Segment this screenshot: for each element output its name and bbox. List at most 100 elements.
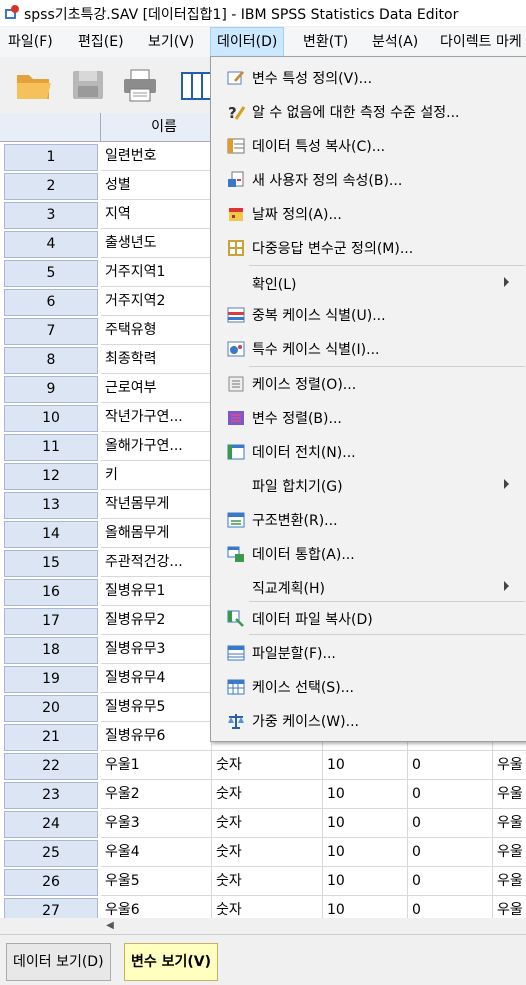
width-cell[interactable]: 10 xyxy=(323,867,408,896)
row-number[interactable]: 10 xyxy=(4,405,98,432)
row-number[interactable]: 3 xyxy=(4,202,98,229)
type-cell[interactable]: 숫자 xyxy=(212,751,323,780)
row-number[interactable]: 6 xyxy=(4,289,98,316)
label-cell[interactable]: 우울 xyxy=(493,867,526,896)
label-cell[interactable]: 우울 xyxy=(493,809,526,838)
row-number[interactable]: 2 xyxy=(4,173,98,200)
menu-item-define-multiple-response[interactable]: 다중응답 변수군 정의(M)... xyxy=(211,231,526,263)
menu-item-sort-cases[interactable]: 케이스 정렬(O)... xyxy=(211,367,526,399)
row-number[interactable]: 20 xyxy=(4,695,98,722)
name-cell[interactable]: 질병유무6 xyxy=(101,722,212,751)
row-number[interactable]: 16 xyxy=(4,579,98,606)
name-cell[interactable]: 질병유무1 xyxy=(101,577,212,606)
scroll-left-arrow-icon[interactable]: ◀ xyxy=(106,920,114,931)
label-cell[interactable]: 우울 xyxy=(493,838,526,867)
row-number[interactable]: 11 xyxy=(4,434,98,461)
name-cell[interactable]: 우울1 xyxy=(101,751,212,780)
menu-edit[interactable]: 편집(E) xyxy=(78,34,124,50)
name-cell[interactable]: 작년몸무게 xyxy=(101,490,212,519)
name-cell[interactable]: 거주지역2 xyxy=(101,287,212,316)
menu-item-define-variable-properties[interactable]: 변수 특성 정의(V)... xyxy=(211,61,526,93)
name-cell[interactable]: 근로여부 xyxy=(101,374,212,403)
menu-item-restructure[interactable]: 구조변환(R)... xyxy=(211,503,526,535)
tab-data-view[interactable]: 데이터 보기(D) xyxy=(6,943,111,981)
menu-item-split-file[interactable]: 파일분할(F)... xyxy=(211,636,526,668)
decimals-cell[interactable]: 0 xyxy=(408,751,493,780)
name-cell[interactable]: 작년가구연... xyxy=(101,403,212,432)
menu-analyze[interactable]: 분석(A) xyxy=(372,34,419,50)
menu-item-transpose[interactable]: 데이터 전치(N)... xyxy=(211,435,526,467)
menu-item-sort-variables[interactable]: 변수 정렬(B)... xyxy=(211,401,526,433)
open-folder-icon[interactable] xyxy=(14,65,54,105)
name-cell[interactable]: 질병유무4 xyxy=(101,664,212,693)
menu-item-copy-dataset[interactable]: 데이터 파일 복사(D) xyxy=(211,602,526,634)
menu-view[interactable]: 보기(V) xyxy=(148,34,195,50)
row-number[interactable]: 12 xyxy=(4,463,98,490)
row-number[interactable]: 24 xyxy=(4,811,98,838)
name-cell[interactable]: 우울5 xyxy=(101,867,212,896)
name-cell[interactable]: 일련번호 xyxy=(101,142,212,171)
row-number[interactable]: 22 xyxy=(4,753,98,780)
decimals-cell[interactable]: 0 xyxy=(408,896,493,918)
row-number[interactable]: 5 xyxy=(4,260,98,287)
row-number[interactable]: 17 xyxy=(4,608,98,635)
menu-item-new-custom-attribute[interactable]: 새 사용자 정의 속성(B)... xyxy=(211,163,526,195)
menu-item-aggregate[interactable]: 데이터 통합(A)... xyxy=(211,537,526,569)
name-cell[interactable]: 질병유무3 xyxy=(101,635,212,664)
decimals-cell[interactable]: 0 xyxy=(408,780,493,809)
name-cell[interactable]: 올해몸무게 xyxy=(101,519,212,548)
width-cell[interactable]: 10 xyxy=(323,780,408,809)
horizontal-scrollbar[interactable]: ◀ xyxy=(100,918,526,934)
row-number[interactable]: 4 xyxy=(4,231,98,258)
type-cell[interactable]: 숫자 xyxy=(212,896,323,918)
label-cell[interactable]: 우울 xyxy=(493,896,526,918)
name-cell[interactable]: 키 xyxy=(101,461,212,490)
row-number[interactable]: 27 xyxy=(4,898,98,918)
menu-item-set-measurement-level[interactable]: ? 알 수 없음에 대한 측정 수준 설정... xyxy=(228,104,460,121)
name-cell[interactable]: 올해가구연... xyxy=(101,432,212,461)
name-cell[interactable]: 주택유형 xyxy=(101,316,212,345)
name-cell[interactable]: 우울2 xyxy=(101,780,212,809)
width-cell[interactable]: 10 xyxy=(323,838,408,867)
menu-transform[interactable]: 변환(T) xyxy=(303,34,349,50)
row-number[interactable]: 23 xyxy=(4,782,98,809)
type-cell[interactable]: 숫자 xyxy=(212,780,323,809)
row-number[interactable]: 15 xyxy=(4,550,98,577)
label-cell[interactable] xyxy=(493,722,526,751)
name-cell[interactable]: 우울3 xyxy=(101,809,212,838)
width-cell[interactable]: 10 xyxy=(323,809,408,838)
label-cell[interactable]: 우울 xyxy=(493,751,526,780)
menu-file[interactable]: 파일(F) xyxy=(8,34,53,50)
name-cell[interactable]: 주관적건강... xyxy=(101,548,212,577)
menu-item-identify-unusual-cases[interactable]: 특수 케이스 식별(I)... xyxy=(211,332,526,364)
menu-item-identify-duplicate-cases[interactable]: 중복 케이스 식별(U)... xyxy=(211,298,526,330)
menu-item-copy-data-properties[interactable]: 데이터 특성 복사(C)... xyxy=(211,129,526,161)
row-number[interactable]: 25 xyxy=(4,840,98,867)
menu-direct-marketing[interactable]: 다이렉트 마케 xyxy=(440,34,522,50)
type-cell[interactable]: 숫자 xyxy=(212,867,323,896)
row-number[interactable]: 1 xyxy=(4,144,98,171)
name-cell[interactable]: 거주지역1 xyxy=(101,258,212,287)
row-number[interactable]: 7 xyxy=(4,318,98,345)
name-cell[interactable]: 질병유무5 xyxy=(101,693,212,722)
dialog-recall-icon[interactable] xyxy=(180,65,220,105)
label-cell[interactable]: 우울 xyxy=(493,780,526,809)
save-icon[interactable] xyxy=(68,65,108,105)
menu-item-select-cases[interactable]: 케이스 선택(S)... xyxy=(211,670,526,702)
row-number[interactable]: 9 xyxy=(4,376,98,403)
width-cell[interactable]: 10 xyxy=(323,896,408,918)
row-number[interactable]: 8 xyxy=(4,347,98,374)
name-cell[interactable]: 우울4 xyxy=(101,838,212,867)
name-cell[interactable]: 출생년도 xyxy=(101,229,212,258)
name-cell[interactable]: 질병유무2 xyxy=(101,606,212,635)
menu-item-validation[interactable]: 확인(L) xyxy=(211,267,526,299)
width-cell[interactable]: 10 xyxy=(323,751,408,780)
row-number[interactable]: 19 xyxy=(4,666,98,693)
menu-data[interactable]: 데이터(D) xyxy=(210,27,285,57)
menu-item-orthogonal-design[interactable]: 직교계획(H) xyxy=(211,571,526,603)
print-icon[interactable] xyxy=(120,65,160,105)
tab-variable-view[interactable]: 변수 보기(V) xyxy=(124,943,219,981)
decimals-cell[interactable]: 0 xyxy=(408,867,493,896)
type-cell[interactable]: 숫자 xyxy=(212,838,323,867)
decimals-cell[interactable]: 0 xyxy=(408,809,493,838)
